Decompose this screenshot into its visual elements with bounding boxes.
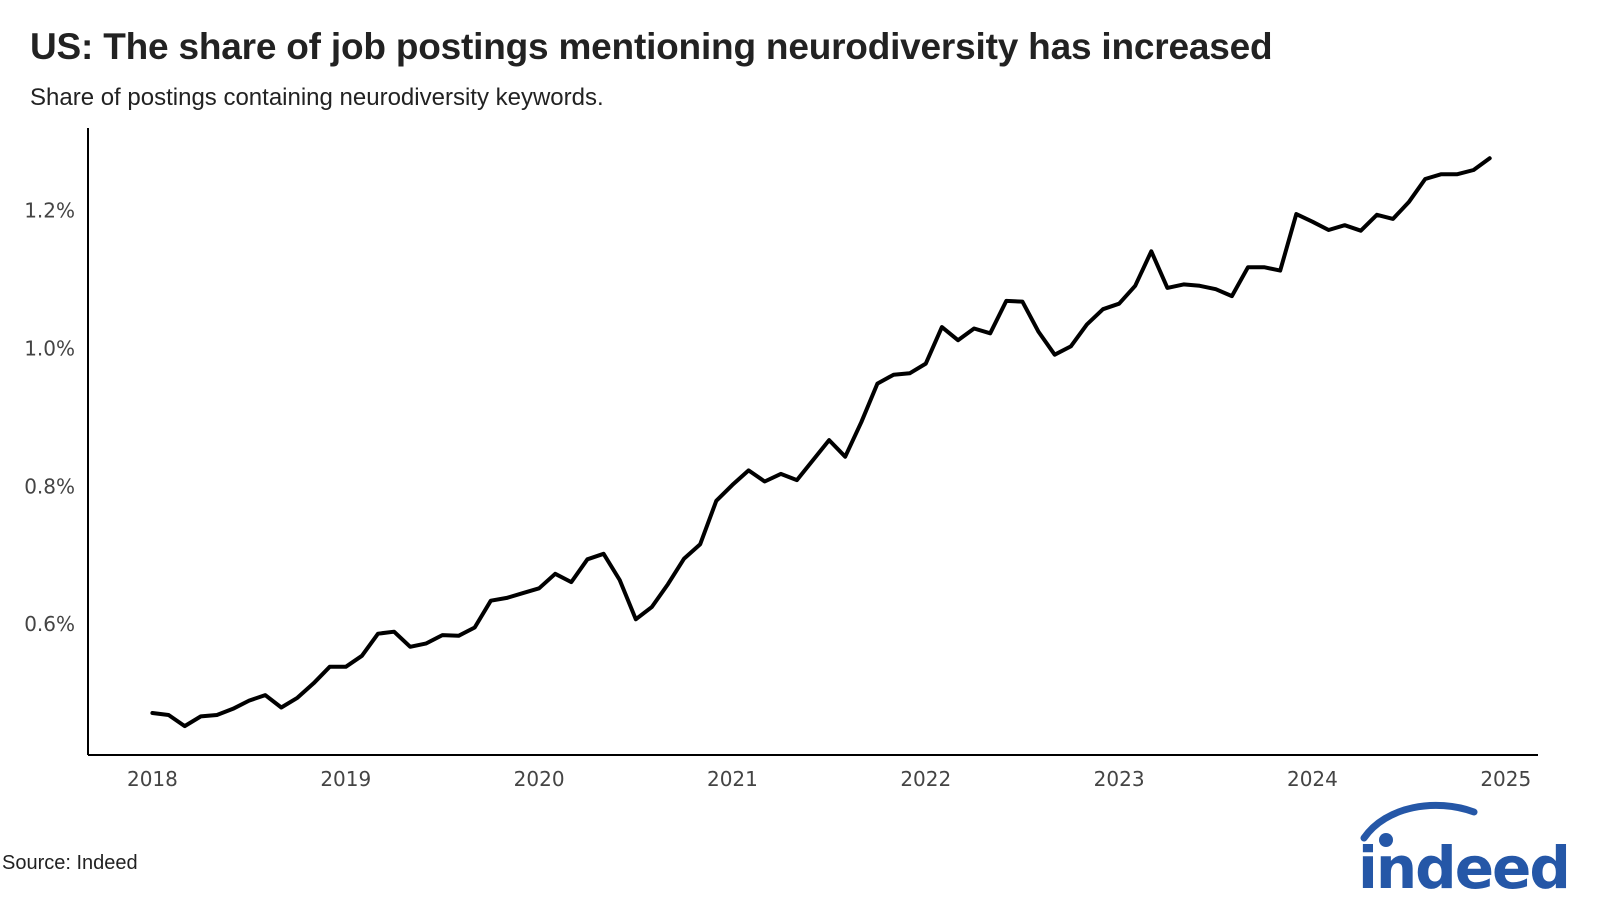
indeed-logo: indeed <box>1358 801 1571 898</box>
logo-wordmark: indeed <box>1358 834 1569 898</box>
chart-title: US: The share of job postings mentioning… <box>30 26 1273 67</box>
x-tick-label: 2025 <box>1480 767 1531 791</box>
y-tick-label: 1.0% <box>24 336 75 360</box>
x-tick-label: 2018 <box>127 767 178 791</box>
chart-subtitle: Share of postings containing neurodivers… <box>30 84 604 111</box>
x-tick-label: 2024 <box>1287 767 1338 791</box>
y-axis-tick-labels: 0.6% 0.8% 1.0% 1.2% <box>24 199 75 636</box>
logo-dot <box>1379 833 1393 847</box>
x-tick-label: 2019 <box>320 767 371 791</box>
logo-arc <box>1360 801 1478 842</box>
x-tick-label: 2023 <box>1094 767 1145 791</box>
y-tick-label: 1.2% <box>24 199 75 223</box>
x-axis-tick-labels: 2018 2019 2020 2021 2022 2023 2024 2025 <box>127 767 1531 791</box>
x-tick-label: 2020 <box>514 767 565 791</box>
series-line <box>150 156 1492 729</box>
y-tick-label: 0.8% <box>24 474 75 498</box>
x-tick-label: 2021 <box>707 767 758 791</box>
x-tick-label: 2022 <box>900 767 951 791</box>
series-layer <box>150 156 1492 729</box>
y-tick-label: 0.6% <box>24 612 75 636</box>
source-note: Source: Indeed <box>2 852 138 874</box>
